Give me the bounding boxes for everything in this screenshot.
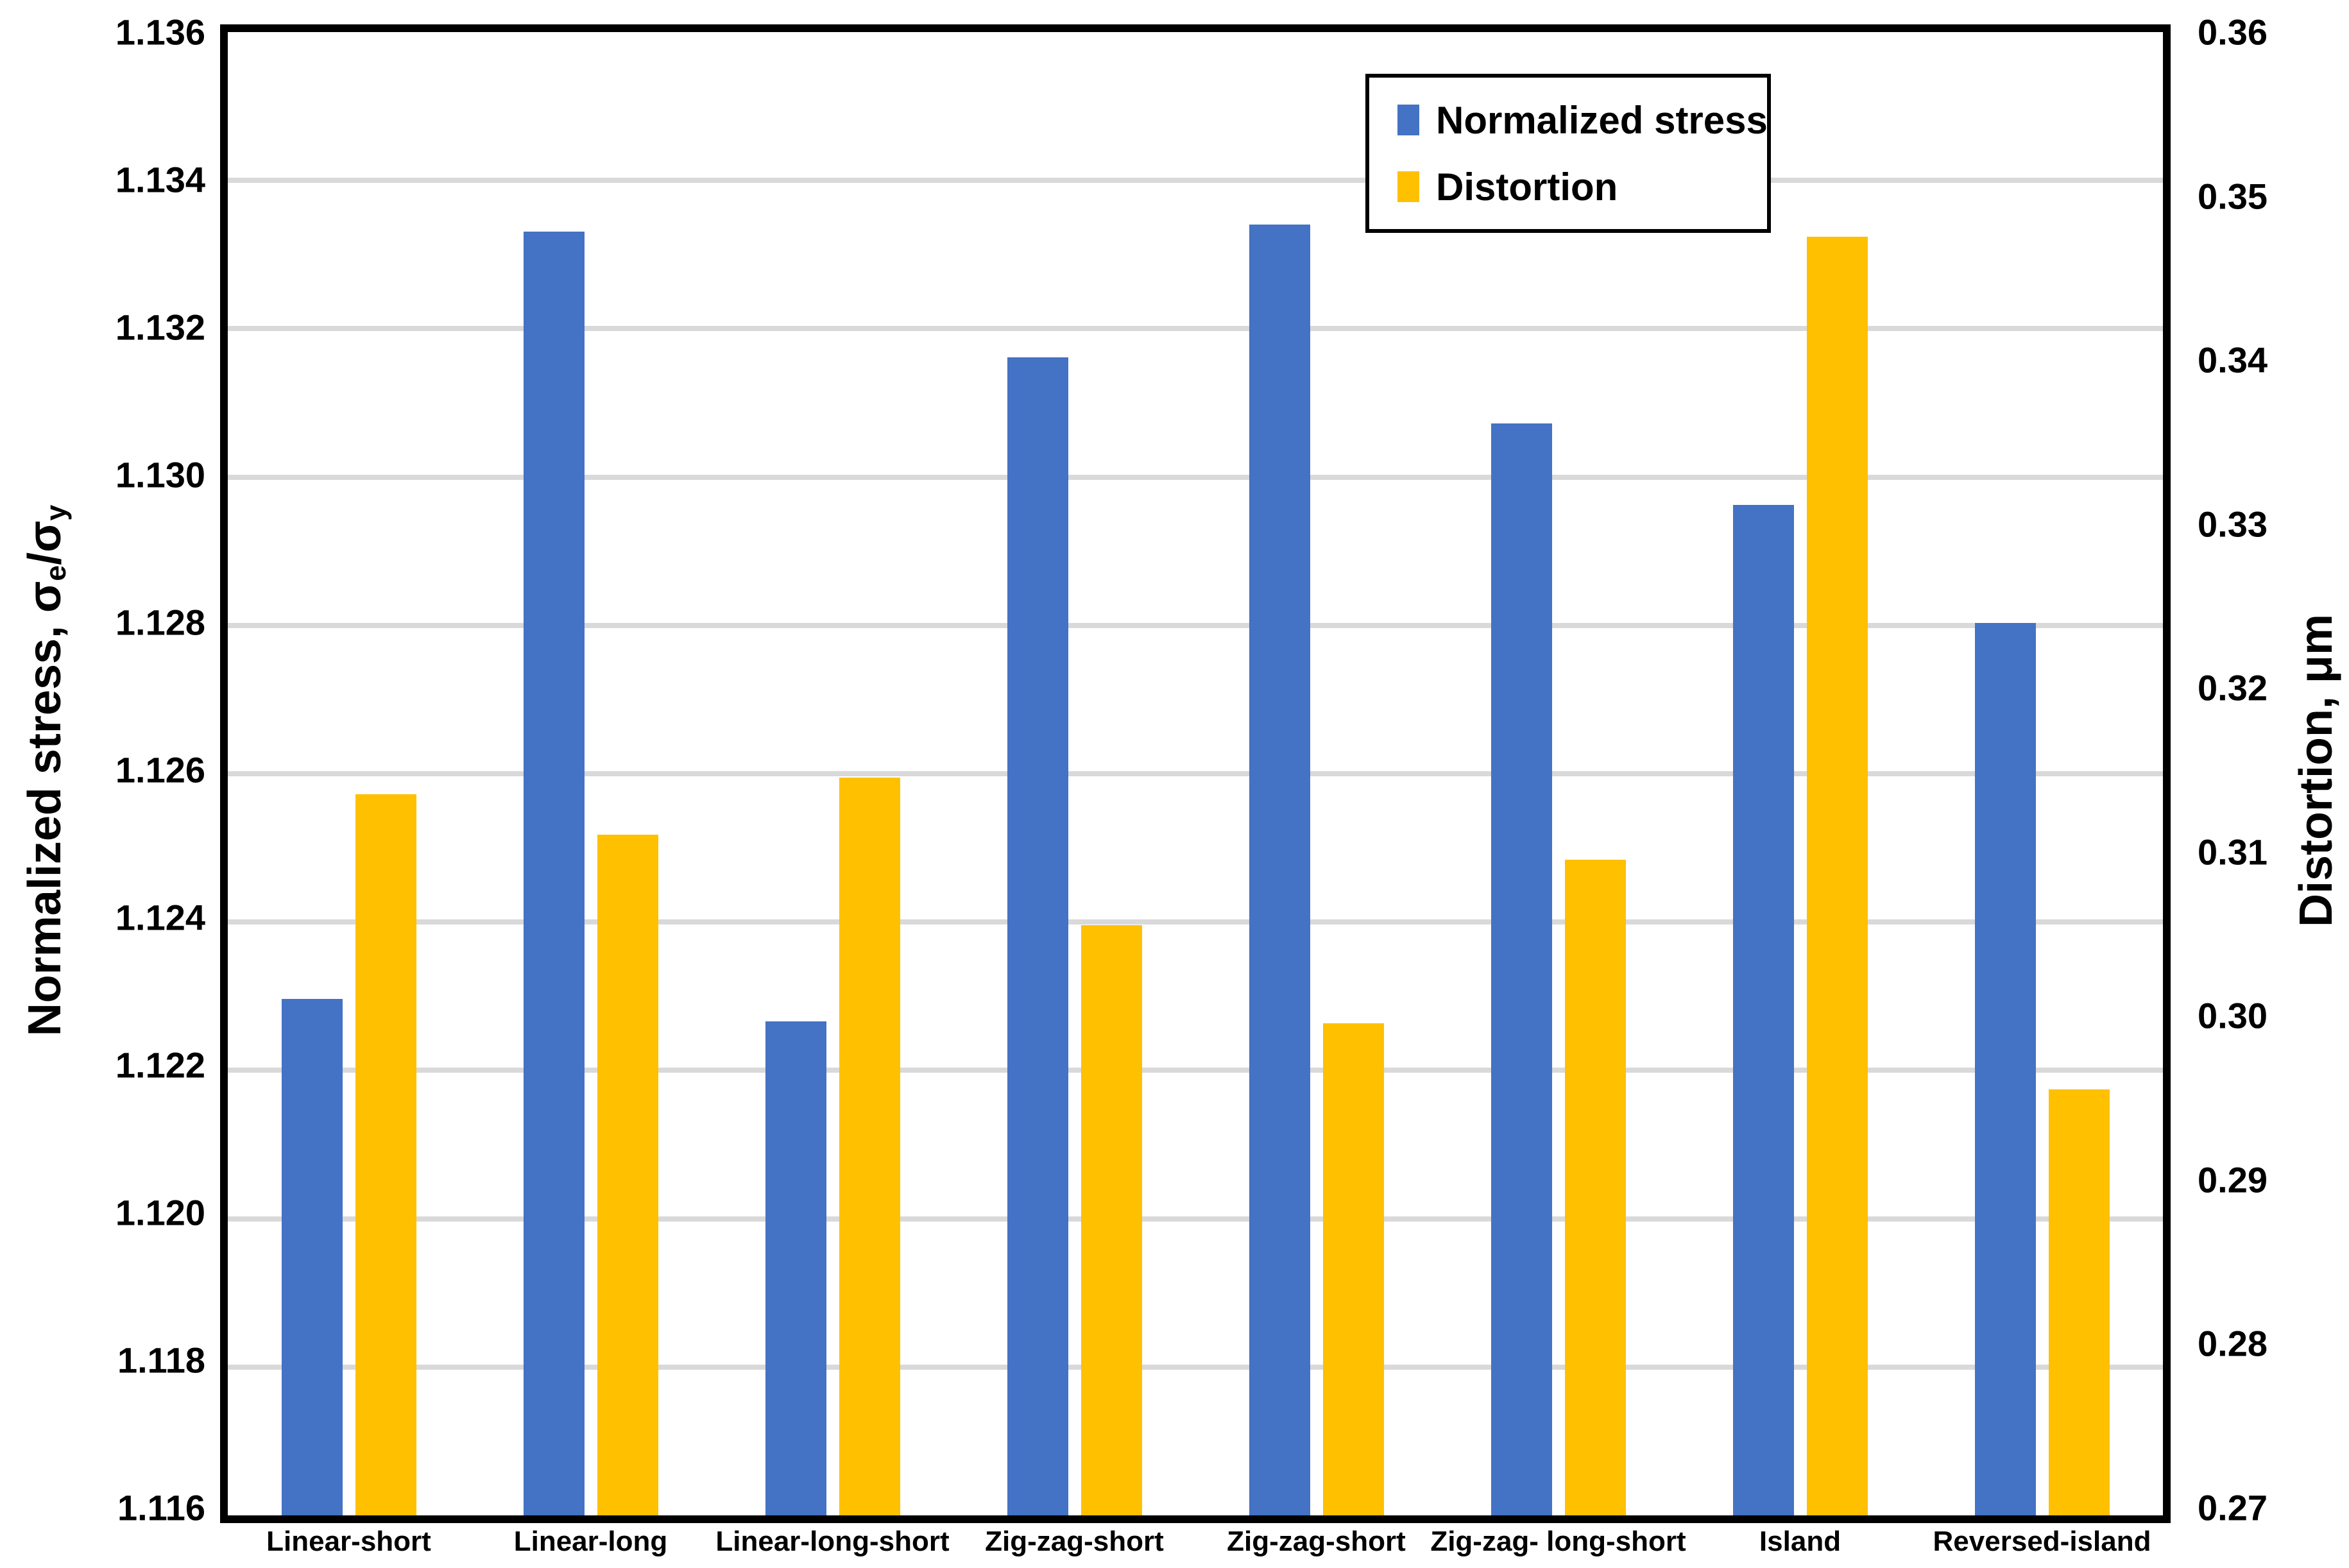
gridline <box>228 919 2163 925</box>
bar-distortion <box>1564 859 1626 1515</box>
gridline <box>228 326 2163 332</box>
gridline <box>228 1364 2163 1370</box>
left-axis-tick-label: 1.120 <box>115 1192 205 1233</box>
left-axis-title-subscript-y: y <box>40 504 73 521</box>
category-group <box>1195 32 1437 1515</box>
right-axis-tick-label: 0.28 <box>2198 1323 2268 1364</box>
bar-distortion <box>1081 925 1142 1515</box>
gridline <box>228 622 2163 628</box>
left-axis-title-text: Normalized stress, σ <box>19 581 71 1037</box>
left-axis-tick-label: 1.130 <box>115 454 205 495</box>
gridline <box>228 771 2163 776</box>
left-axis-tick-label: 1.132 <box>115 307 205 348</box>
right-axis-tick-label: 0.27 <box>2198 1487 2268 1528</box>
bar-distortion <box>1806 236 1868 1515</box>
right-axis-tick-label: 0.31 <box>2198 831 2268 873</box>
bar-distortion <box>1322 1023 1384 1515</box>
bar-normalized-stress <box>1974 622 2036 1515</box>
bar-normalized-stress <box>1491 423 1552 1515</box>
x-axis-label: Zig-zag-short <box>1227 1526 1406 1557</box>
category-group <box>228 32 470 1515</box>
left-axis-tick-label: 1.118 <box>117 1340 205 1381</box>
left-axis-tick-label: 1.116 <box>117 1487 205 1528</box>
right-axis-tick-label: 0.35 <box>2198 176 2268 217</box>
x-axis-label: Linear-short <box>266 1526 431 1557</box>
left-axis-title-subscript-e: e <box>40 565 73 581</box>
bar-normalized-stress <box>765 1021 826 1515</box>
legend-label: Normalized stress <box>1436 98 1768 142</box>
legend: Normalized stress Distortion <box>1365 74 1771 233</box>
bar-normalized-stress <box>281 999 343 1515</box>
legend-label: Distortion <box>1436 165 1618 209</box>
x-axis-label: Linear-long <box>513 1526 668 1557</box>
plot-inner <box>228 32 2163 1515</box>
right-axis-tick-label: 0.32 <box>2198 667 2268 708</box>
bar-distortion <box>839 778 900 1515</box>
gridline <box>228 1068 2163 1073</box>
x-axis-label: Zig-zag- long-short <box>1430 1526 1686 1557</box>
right-axis-title-text: Distortion, μm <box>2291 613 2342 928</box>
left-axis-tick-label: 1.134 <box>115 159 205 200</box>
category-group <box>1437 32 1679 1515</box>
left-axis-tick-label: 1.122 <box>115 1044 205 1086</box>
x-axis-label: Reversed-island <box>1933 1526 2151 1557</box>
x-axis-label: Zig-zag-short <box>985 1526 1164 1557</box>
left-axis-tick-label: 1.136 <box>115 12 205 53</box>
left-axis-tick-label: 1.128 <box>115 602 205 643</box>
left-axis-tick-label: 1.124 <box>115 897 205 938</box>
legend-swatch-icon <box>1397 105 1419 135</box>
gridline <box>228 1216 2163 1222</box>
legend-swatch-icon <box>1397 171 1419 202</box>
left-axis-title-divider: /σ <box>19 520 71 565</box>
plot-area <box>220 24 2171 1523</box>
bar-normalized-stress <box>523 232 585 1515</box>
right-axis-tick-label: 0.30 <box>2198 995 2268 1036</box>
category-group <box>712 32 953 1515</box>
left-axis-tick-label: 1.126 <box>115 749 205 790</box>
bar-normalized-stress <box>1249 224 1310 1515</box>
bar-normalized-stress <box>1732 504 1794 1515</box>
category-group <box>1679 32 1921 1515</box>
category-group <box>953 32 1195 1515</box>
bar-distortion <box>597 835 658 1515</box>
gridline <box>228 474 2163 480</box>
right-axis-tick-label: 0.34 <box>2198 339 2268 380</box>
bar-distortion <box>2048 1089 2110 1515</box>
category-group <box>1921 32 2163 1515</box>
right-axis-title: Distortion, μm <box>2290 33 2343 1508</box>
bar-normalized-stress <box>1007 357 1068 1515</box>
right-axis-tick-label: 0.33 <box>2198 504 2268 545</box>
right-axis-tick-label: 0.29 <box>2198 1159 2268 1200</box>
category-group <box>470 32 712 1515</box>
legend-item-distortion: Distortion <box>1397 164 1767 209</box>
x-axis-label: Linear-long-short <box>715 1526 950 1557</box>
bar-distortion <box>355 794 416 1515</box>
right-axis-tick-label: 0.36 <box>2198 12 2268 53</box>
left-axis-title: Normalized stress, σe/σy <box>19 33 73 1508</box>
x-axis-label: Island <box>1759 1526 1841 1557</box>
legend-item-normalized-stress: Normalized stress <box>1397 98 1768 142</box>
gridline <box>228 178 2163 183</box>
